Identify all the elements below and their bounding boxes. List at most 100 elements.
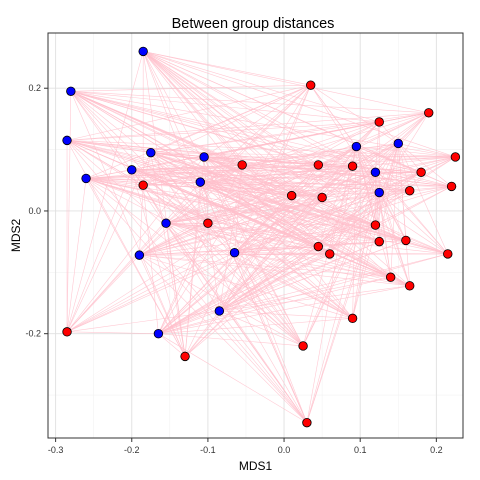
red-point [450, 152, 461, 162]
distance-line [219, 241, 380, 312]
distance-line [234, 252, 448, 255]
distance-line [66, 252, 235, 333]
distance-line [85, 178, 391, 278]
red-point [286, 190, 297, 201]
red-point [298, 341, 308, 351]
distance-line [352, 172, 376, 319]
red-point [374, 117, 384, 127]
distance-line [378, 192, 410, 286]
distance-line [143, 51, 407, 241]
distance-line [219, 253, 448, 312]
distance-line [356, 121, 380, 147]
distance-line [131, 84, 311, 171]
distance-line [184, 192, 380, 357]
distance-line [219, 195, 292, 312]
distance-line [139, 164, 319, 256]
distance-line [184, 146, 357, 357]
red-point [203, 218, 213, 228]
distance-line [165, 222, 391, 278]
distance-line [310, 84, 399, 144]
distance-line [375, 172, 410, 191]
distance-line [142, 185, 220, 312]
distance-line [375, 121, 380, 173]
x-tick-label: -0.2 [124, 445, 140, 455]
distance-line [310, 84, 380, 193]
blue-point [62, 135, 72, 146]
blue-point [153, 328, 164, 339]
distance-line [207, 192, 380, 224]
distance-line [291, 172, 376, 196]
red-point [313, 160, 324, 170]
blue-point [161, 218, 171, 228]
distance-line [70, 91, 452, 187]
distance-line [143, 171, 376, 186]
distance-line [86, 171, 422, 179]
distance-line [318, 192, 380, 247]
distance-line [85, 178, 304, 347]
distance-line [86, 164, 243, 179]
blue-point [214, 306, 225, 316]
red-point [313, 241, 324, 252]
distance-line [70, 91, 353, 167]
distance-line [306, 172, 376, 423]
distance-line [85, 178, 209, 224]
distance-line [318, 164, 376, 173]
distance-line [234, 85, 311, 253]
distance-line [219, 224, 376, 312]
distance-line [70, 91, 209, 224]
distance-line [207, 146, 357, 224]
red-point [443, 249, 453, 259]
distance-line [66, 143, 399, 333]
distance-line [329, 192, 380, 255]
distance-line [200, 181, 410, 192]
distance-line [165, 223, 308, 423]
distance-line [219, 310, 353, 319]
red-point [374, 236, 384, 247]
distance-line [143, 184, 235, 253]
distance-line [70, 90, 456, 158]
distance-line [158, 197, 323, 334]
data-points [62, 46, 461, 428]
distance-line [375, 192, 380, 226]
blue-point [134, 250, 145, 260]
distance-line [66, 192, 380, 333]
distance-line [322, 172, 376, 198]
chart-title: Between group distances [172, 16, 335, 32]
distance-line [398, 143, 449, 255]
distance-line [139, 253, 448, 256]
distance-line [379, 121, 399, 144]
red-point [317, 192, 327, 203]
distance-line [142, 51, 292, 196]
blue-point [393, 138, 403, 149]
distance-line [66, 84, 311, 141]
distance-line [306, 192, 380, 423]
y-tick-label: 0.0 [28, 206, 41, 216]
distance-line [70, 91, 448, 255]
distance-line [66, 91, 72, 332]
distance-line [85, 178, 353, 319]
distance-line [158, 240, 406, 334]
distance-line [200, 181, 376, 226]
blue-point [138, 46, 148, 57]
red-point [404, 281, 415, 291]
distance-line [291, 143, 399, 196]
distance-line [318, 172, 376, 247]
distance-line [219, 164, 243, 312]
distance-line [219, 85, 311, 312]
blue-point [146, 147, 156, 158]
distance-line [158, 241, 380, 334]
distance-line [86, 178, 406, 241]
distance-line [165, 164, 319, 224]
y-tick-label: 0.2 [28, 83, 41, 93]
x-tick-label: -0.3 [48, 445, 64, 455]
distance-line [165, 164, 243, 224]
distance-line [158, 253, 330, 334]
distance-line [67, 121, 380, 141]
distance-line [356, 146, 410, 191]
distance-line [165, 223, 186, 357]
distance-line [158, 156, 456, 334]
distance-line [352, 192, 380, 319]
distance-line [219, 310, 308, 423]
distance-line [67, 140, 456, 158]
